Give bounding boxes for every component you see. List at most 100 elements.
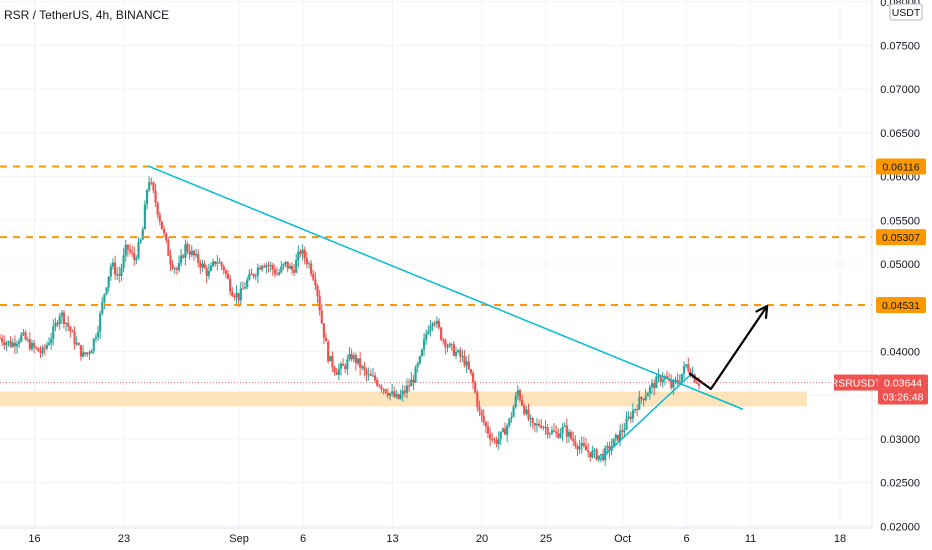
candle-body xyxy=(467,361,470,369)
projection-path[interactable] xyxy=(688,305,769,391)
candle-body xyxy=(235,293,238,298)
candle-body xyxy=(13,342,17,347)
current-price-tag-box xyxy=(878,374,928,405)
candle-body xyxy=(105,287,108,295)
candle-body xyxy=(171,264,174,269)
candle-body xyxy=(9,341,12,347)
candle-body xyxy=(94,337,97,339)
time-tick-label: 11 xyxy=(745,533,756,545)
candle-body xyxy=(655,376,658,389)
candle-body xyxy=(237,293,240,301)
candle-body xyxy=(644,396,647,401)
candle-body xyxy=(128,249,132,252)
candle-body xyxy=(518,390,522,400)
horizontal-levels[interactable] xyxy=(0,165,872,306)
candle-body xyxy=(616,434,620,441)
candle-body xyxy=(111,262,115,267)
price-tick-label: 0.02000 xyxy=(880,521,920,533)
candle-body xyxy=(627,416,630,419)
candle-body xyxy=(512,406,515,417)
candle-body xyxy=(595,449,598,460)
candle-body xyxy=(344,365,347,370)
time-axis[interactable]: 16 23 Sep 6 13 20 25 Oct 6 11 18 xyxy=(28,533,846,545)
candle-body xyxy=(365,369,368,375)
candle-body xyxy=(7,341,10,343)
candle-body xyxy=(241,288,245,290)
support-zone[interactable] xyxy=(0,391,807,407)
candle-body xyxy=(403,390,406,393)
candle-body xyxy=(401,390,404,395)
candle-body xyxy=(608,446,611,451)
candle-body xyxy=(356,358,360,364)
candle-body xyxy=(412,379,415,383)
level-tag-label: 0.04531 xyxy=(882,300,920,312)
candle-body xyxy=(463,355,466,366)
candle-body xyxy=(418,356,421,364)
currency-badge-box xyxy=(889,3,923,21)
level-tag-label: 0.06116 xyxy=(882,161,919,173)
candle-body xyxy=(578,446,581,450)
trendline[interactable] xyxy=(599,371,694,461)
candle-body xyxy=(143,204,147,230)
candle-body xyxy=(271,264,274,270)
candle-body xyxy=(214,261,217,264)
candle-body xyxy=(220,262,223,267)
candle-body xyxy=(646,393,649,397)
currency-badge[interactable]: USDT xyxy=(889,3,923,21)
trendline[interactable] xyxy=(148,165,716,399)
trendlines-layer[interactable] xyxy=(148,165,744,461)
candle-body xyxy=(348,354,351,360)
candle-body xyxy=(229,278,232,292)
candle-body xyxy=(371,375,375,377)
candle-body xyxy=(305,258,308,264)
symbol-tag-box xyxy=(834,374,878,391)
candle-body xyxy=(24,332,27,340)
trendline-extension[interactable] xyxy=(714,397,744,410)
candle-body xyxy=(493,439,496,441)
projection-arrow-layer[interactable] xyxy=(688,304,769,391)
candle-body xyxy=(527,409,530,419)
candle-body xyxy=(465,361,468,366)
candle-body xyxy=(642,398,645,401)
candle-body xyxy=(555,431,558,434)
chart-title: RSR / TetherUS, 4h, BINANCE xyxy=(4,8,169,22)
projection-arrowhead xyxy=(755,304,769,320)
candle-body xyxy=(440,327,443,340)
candle-body xyxy=(131,251,134,254)
candle-body xyxy=(64,322,68,324)
candle-body xyxy=(631,410,635,419)
candle-body xyxy=(316,285,319,296)
price-tick-label: 0.04000 xyxy=(880,346,920,358)
candle-body xyxy=(657,376,660,378)
candle-body xyxy=(150,182,153,184)
candle-body xyxy=(514,395,517,407)
price-tick-label: 0.06500 xyxy=(880,128,920,140)
candle-body xyxy=(175,268,178,270)
candle-body xyxy=(382,389,385,391)
candle-body xyxy=(79,345,83,357)
candle-body xyxy=(444,339,447,348)
candle-body xyxy=(476,392,479,407)
level-tag-label: 0.05307 xyxy=(882,232,920,244)
candle-body xyxy=(28,339,31,350)
candle-body xyxy=(335,371,338,375)
candle-body xyxy=(672,380,675,388)
candle-body xyxy=(606,446,609,448)
candle-body xyxy=(339,363,343,369)
candle-body xyxy=(118,274,121,276)
candle-body xyxy=(62,312,66,324)
candle-body xyxy=(307,263,311,265)
candle-body xyxy=(226,273,230,279)
candle-body xyxy=(378,385,381,387)
candle-body xyxy=(41,347,44,354)
candle-body xyxy=(516,390,519,396)
candle-body xyxy=(437,320,441,328)
candle-body xyxy=(186,244,189,252)
candle-body xyxy=(341,363,345,366)
candle-body xyxy=(570,431,573,439)
candle-body xyxy=(18,341,21,344)
candle-body xyxy=(47,343,51,345)
candle-body xyxy=(501,428,505,432)
candle-body xyxy=(565,425,568,437)
